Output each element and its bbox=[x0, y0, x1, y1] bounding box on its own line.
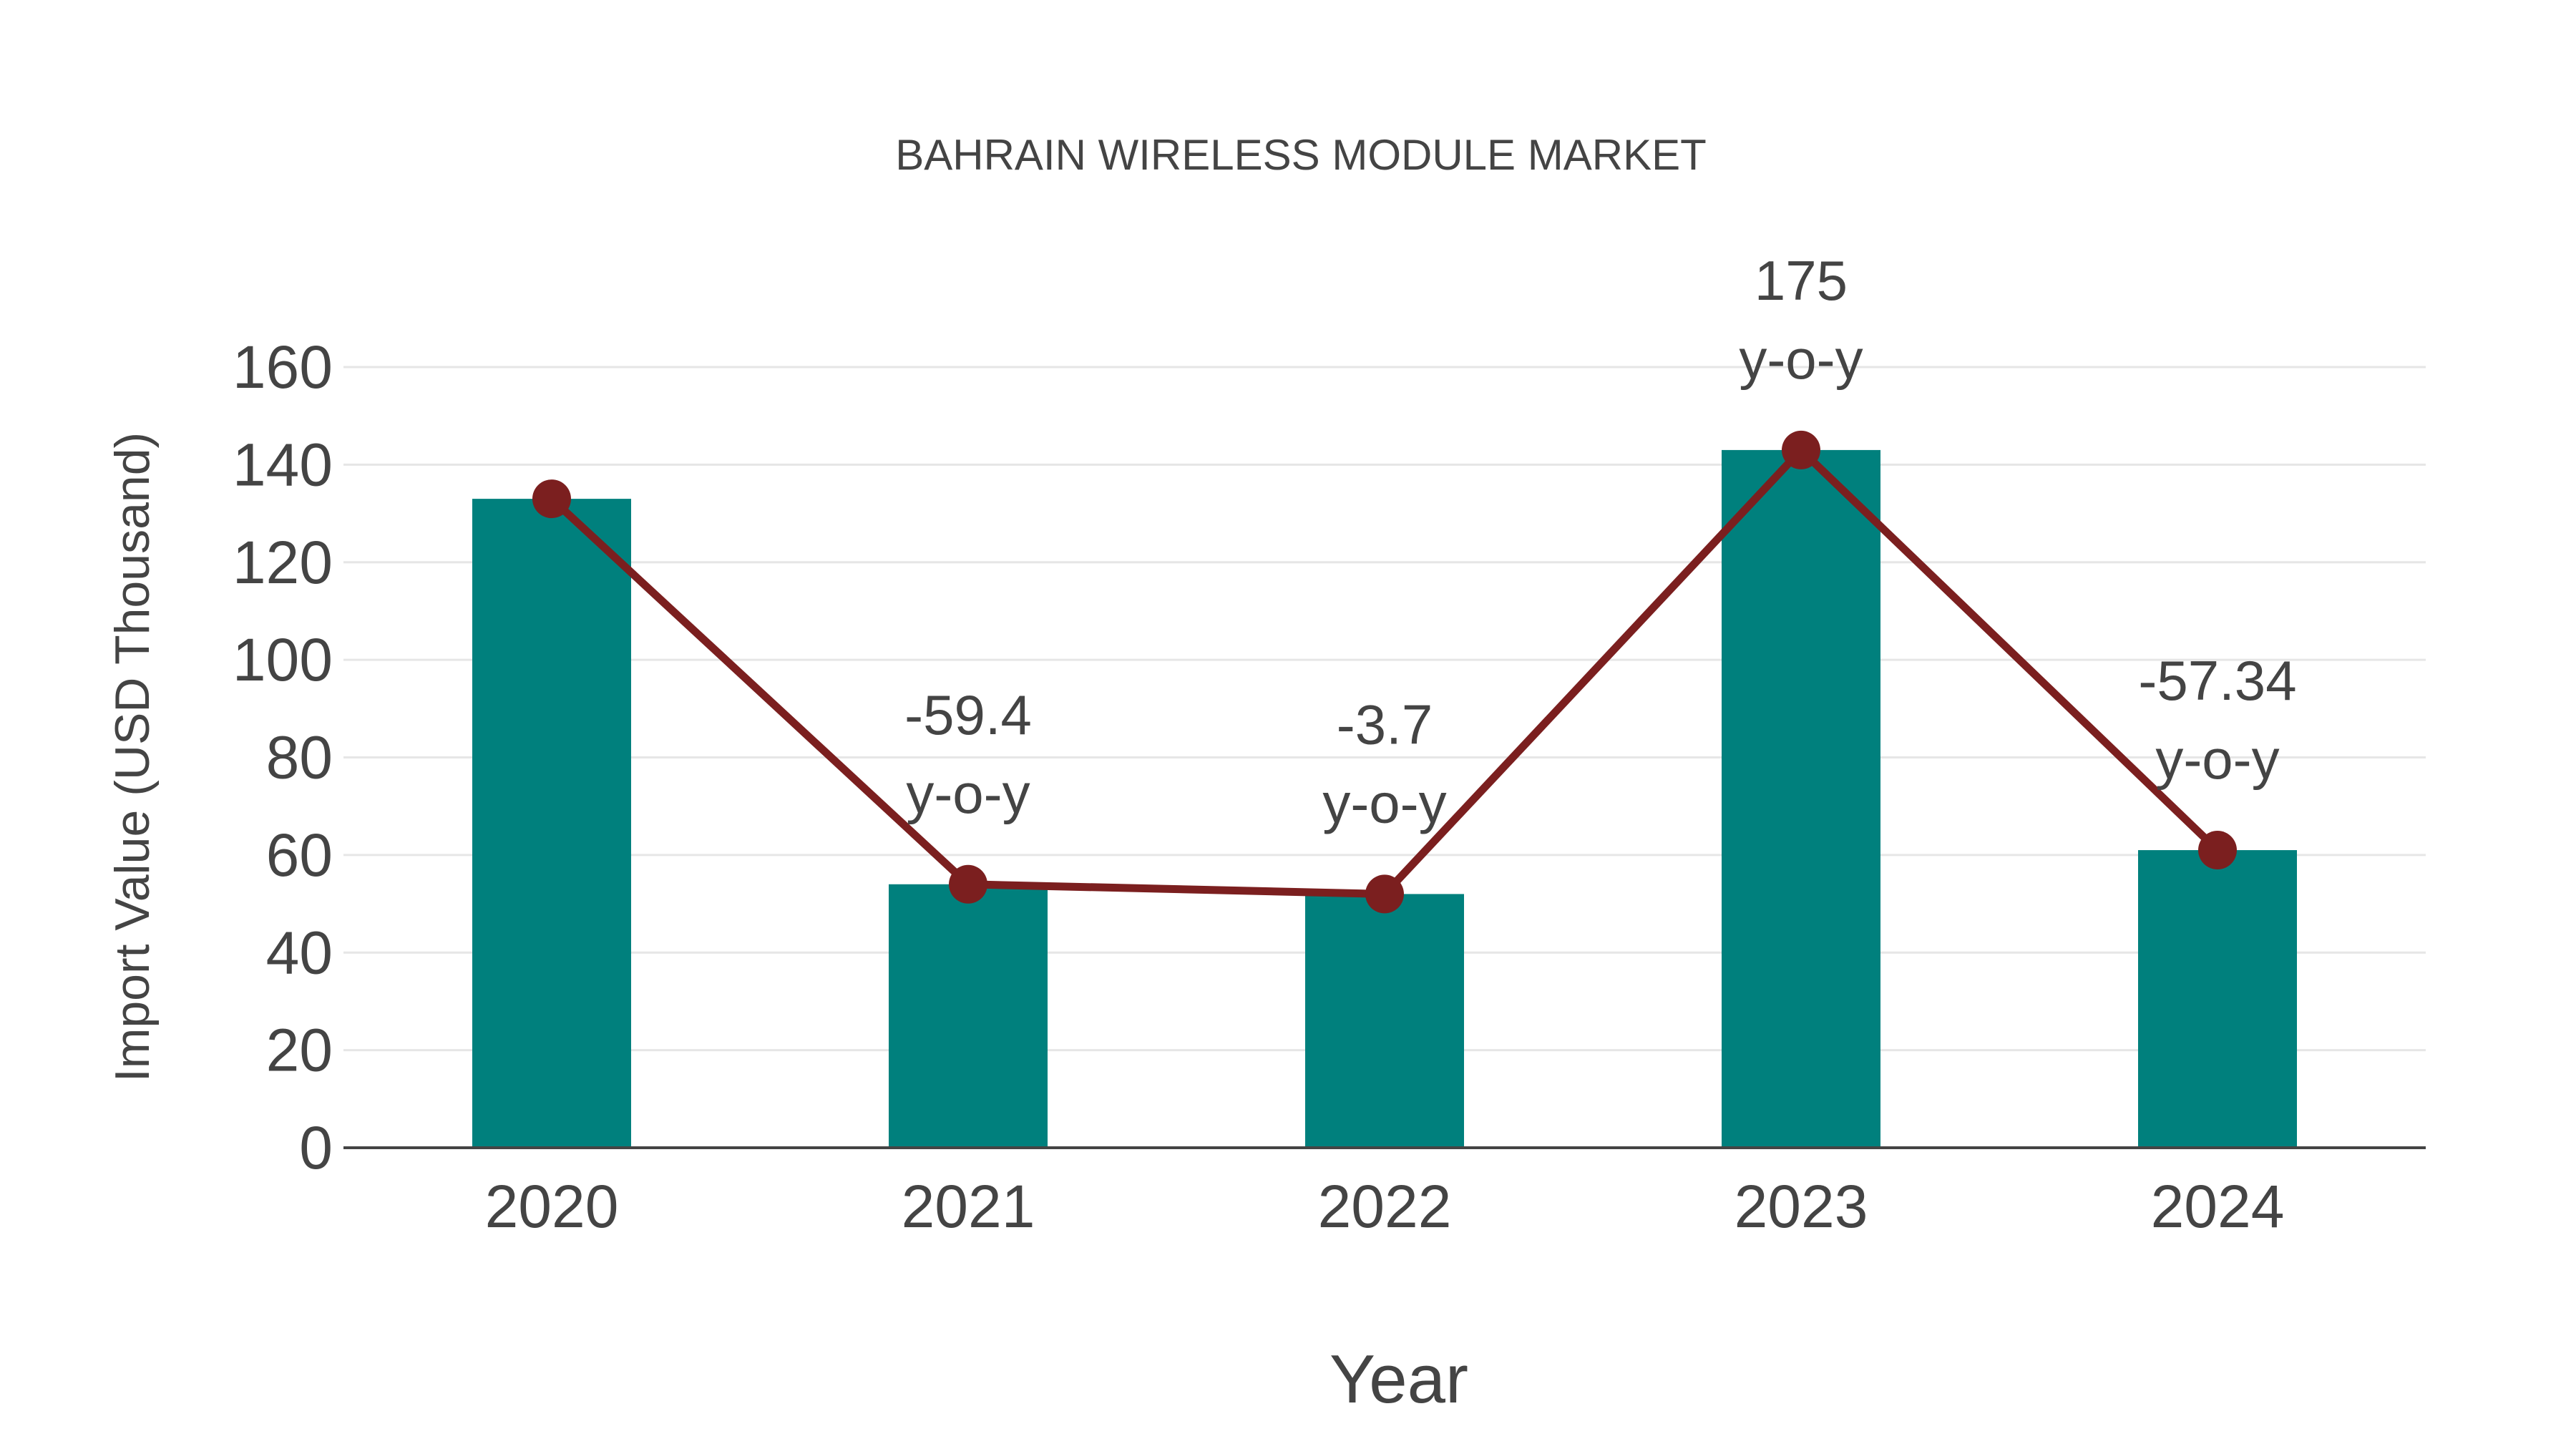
y-axis-title: Import Value (USD Thousand) bbox=[105, 432, 160, 1082]
bar-2020 bbox=[472, 499, 631, 1148]
line-marker bbox=[1782, 430, 1820, 469]
bar-2024 bbox=[2138, 850, 2297, 1148]
yoy-label: y-o-y bbox=[1322, 771, 1446, 834]
line-marker bbox=[1365, 874, 1404, 914]
gridlines bbox=[343, 366, 2426, 1052]
line-series bbox=[532, 430, 2237, 914]
y-tick-label: 120 bbox=[233, 529, 333, 596]
y-tick-label: 160 bbox=[233, 333, 333, 401]
bar-2023 bbox=[1722, 449, 1880, 1148]
line-marker bbox=[949, 864, 987, 904]
line-marker bbox=[532, 479, 571, 519]
yoy-value: -3.7 bbox=[1337, 693, 1433, 756]
bar-2021 bbox=[889, 884, 1048, 1148]
x-tick-label: 2022 bbox=[1318, 1173, 1452, 1240]
x-tick-label: 2024 bbox=[2151, 1173, 2285, 1240]
x-axis-title: Year bbox=[1330, 1341, 1468, 1418]
x-tick-label: 2023 bbox=[1735, 1173, 1868, 1240]
x-tick-label: 2020 bbox=[485, 1173, 619, 1240]
x-axis-ticks: 2020 2021 2022 2023 2024 bbox=[485, 1173, 2285, 1240]
yoy-value: -59.4 bbox=[904, 683, 1032, 746]
y-axis-ticks: 0 20 40 60 80 100 120 140 160 bbox=[233, 333, 333, 1181]
yoy-value: -57.34 bbox=[2138, 649, 2296, 712]
y-tick-label: 40 bbox=[266, 919, 333, 986]
yoy-label: y-o-y bbox=[2155, 728, 2279, 791]
yoy-annotations: -59.4 y-o-y -3.7 y-o-y 175 y-o-y -57.34 y-o-y bbox=[904, 249, 2296, 835]
line-marker bbox=[2198, 831, 2237, 870]
y-tick-label: 140 bbox=[233, 431, 333, 498]
y-tick-label: 100 bbox=[233, 626, 333, 693]
y-tick-label: 60 bbox=[266, 821, 333, 889]
bar-series bbox=[472, 449, 2297, 1148]
yoy-label: y-o-y bbox=[1739, 328, 1863, 391]
y-tick-label: 20 bbox=[266, 1017, 333, 1084]
x-tick-label: 2021 bbox=[902, 1173, 1035, 1240]
chart-title: BAHRAIN WIRELESS MODULE MARKET bbox=[895, 131, 1707, 179]
y-tick-label: 80 bbox=[266, 724, 333, 791]
y-tick-label: 0 bbox=[299, 1114, 333, 1181]
yoy-label: y-o-y bbox=[906, 762, 1030, 825]
bar-2022 bbox=[1305, 894, 1464, 1148]
yoy-value: 175 bbox=[1755, 249, 1848, 312]
